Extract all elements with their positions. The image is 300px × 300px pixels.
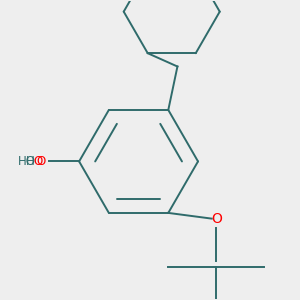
Text: H: H: [26, 155, 34, 168]
Text: O: O: [211, 212, 222, 226]
Text: HO: HO: [18, 155, 36, 168]
Text: O: O: [33, 155, 43, 168]
Text: O: O: [36, 155, 45, 168]
